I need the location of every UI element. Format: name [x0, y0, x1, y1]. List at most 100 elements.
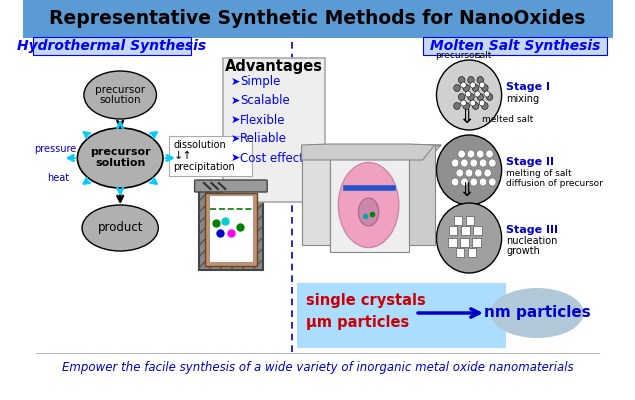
FancyBboxPatch shape	[461, 226, 469, 234]
FancyBboxPatch shape	[424, 37, 607, 55]
Text: precursor: precursor	[90, 147, 150, 157]
Text: precipitation: precipitation	[173, 162, 235, 172]
Circle shape	[460, 178, 468, 186]
FancyBboxPatch shape	[472, 238, 481, 246]
Circle shape	[460, 159, 468, 167]
Text: Hydrothermal Synthesis: Hydrothermal Synthesis	[17, 39, 206, 53]
Circle shape	[458, 76, 465, 84]
Ellipse shape	[77, 128, 163, 188]
Circle shape	[470, 82, 476, 88]
Circle shape	[458, 150, 465, 158]
Text: dissolution: dissolution	[173, 140, 226, 150]
Text: solution: solution	[100, 95, 141, 105]
FancyBboxPatch shape	[454, 216, 462, 224]
Circle shape	[465, 169, 473, 177]
Text: diffusion of precursor: diffusion of precursor	[506, 178, 603, 188]
Circle shape	[474, 91, 480, 97]
Ellipse shape	[84, 71, 156, 119]
Text: single crystals: single crystals	[306, 292, 426, 308]
Text: Stage II: Stage II	[506, 157, 554, 167]
Circle shape	[484, 91, 490, 97]
Circle shape	[467, 150, 474, 158]
Text: Stage I: Stage I	[506, 82, 551, 92]
Text: Scalable: Scalable	[240, 94, 290, 108]
Text: heat: heat	[47, 173, 69, 183]
Circle shape	[456, 169, 464, 177]
Circle shape	[465, 91, 471, 97]
Circle shape	[486, 150, 493, 158]
FancyBboxPatch shape	[460, 238, 469, 246]
Circle shape	[484, 169, 491, 177]
Circle shape	[477, 76, 483, 84]
Circle shape	[451, 159, 459, 167]
Circle shape	[470, 100, 476, 106]
Circle shape	[477, 94, 483, 100]
Polygon shape	[302, 144, 434, 160]
Circle shape	[463, 84, 469, 92]
Circle shape	[472, 84, 479, 92]
Circle shape	[467, 94, 474, 100]
FancyBboxPatch shape	[22, 0, 613, 38]
Circle shape	[486, 94, 493, 100]
Text: Reliable: Reliable	[240, 132, 287, 146]
Text: Empower the facile synthesis of a wide variety of inorganic metal oxide nanomate: Empower the facile synthesis of a wide v…	[62, 360, 573, 374]
Circle shape	[470, 159, 478, 167]
Ellipse shape	[82, 205, 158, 251]
Text: Simple: Simple	[240, 76, 281, 88]
FancyBboxPatch shape	[302, 145, 330, 245]
Text: ➤: ➤	[231, 77, 240, 87]
Circle shape	[454, 102, 460, 110]
Circle shape	[479, 82, 485, 88]
Circle shape	[470, 178, 478, 186]
Text: Representative Synthetic Methods for NanoOxides: Representative Synthetic Methods for Nan…	[50, 10, 585, 28]
FancyBboxPatch shape	[199, 185, 262, 270]
Circle shape	[467, 76, 474, 84]
Circle shape	[436, 60, 502, 130]
Text: ➤: ➤	[231, 96, 240, 106]
FancyBboxPatch shape	[408, 145, 434, 245]
Text: precursor: precursor	[95, 85, 145, 95]
Text: ➤: ➤	[231, 153, 240, 163]
Circle shape	[488, 178, 496, 186]
Text: Flexible: Flexible	[240, 114, 286, 126]
Circle shape	[479, 178, 487, 186]
Text: Cost effective: Cost effective	[240, 152, 322, 164]
FancyBboxPatch shape	[455, 248, 464, 256]
Text: melting of salt: melting of salt	[506, 168, 572, 178]
Text: salt: salt	[476, 52, 492, 60]
Ellipse shape	[490, 288, 584, 338]
Circle shape	[481, 102, 488, 110]
FancyBboxPatch shape	[224, 58, 325, 202]
Circle shape	[476, 150, 484, 158]
FancyBboxPatch shape	[467, 248, 476, 256]
FancyBboxPatch shape	[448, 238, 457, 246]
FancyBboxPatch shape	[208, 195, 253, 262]
Text: ⇓: ⇓	[458, 180, 474, 200]
Text: pressure: pressure	[34, 144, 76, 154]
Text: growth: growth	[506, 246, 540, 256]
Circle shape	[463, 102, 469, 110]
Text: Stage III: Stage III	[506, 225, 558, 235]
Text: ↓↑: ↓↑	[173, 151, 192, 161]
FancyBboxPatch shape	[297, 283, 506, 348]
Circle shape	[451, 178, 459, 186]
FancyBboxPatch shape	[194, 180, 267, 192]
FancyBboxPatch shape	[330, 144, 408, 252]
Circle shape	[454, 84, 460, 92]
Text: μm particles: μm particles	[306, 314, 410, 330]
Text: mixing: mixing	[506, 94, 539, 104]
Circle shape	[472, 102, 479, 110]
Text: nucleation: nucleation	[506, 236, 558, 246]
Circle shape	[488, 159, 496, 167]
Text: precursor: precursor	[436, 52, 479, 60]
Circle shape	[479, 159, 487, 167]
Circle shape	[436, 135, 502, 205]
Ellipse shape	[358, 198, 379, 226]
Ellipse shape	[338, 162, 399, 248]
Polygon shape	[311, 145, 441, 165]
Text: solution: solution	[95, 158, 145, 168]
Text: Molten Salt Synthesis: Molten Salt Synthesis	[431, 39, 601, 53]
Circle shape	[479, 100, 485, 106]
Circle shape	[458, 94, 465, 100]
Text: ➤: ➤	[231, 134, 240, 144]
